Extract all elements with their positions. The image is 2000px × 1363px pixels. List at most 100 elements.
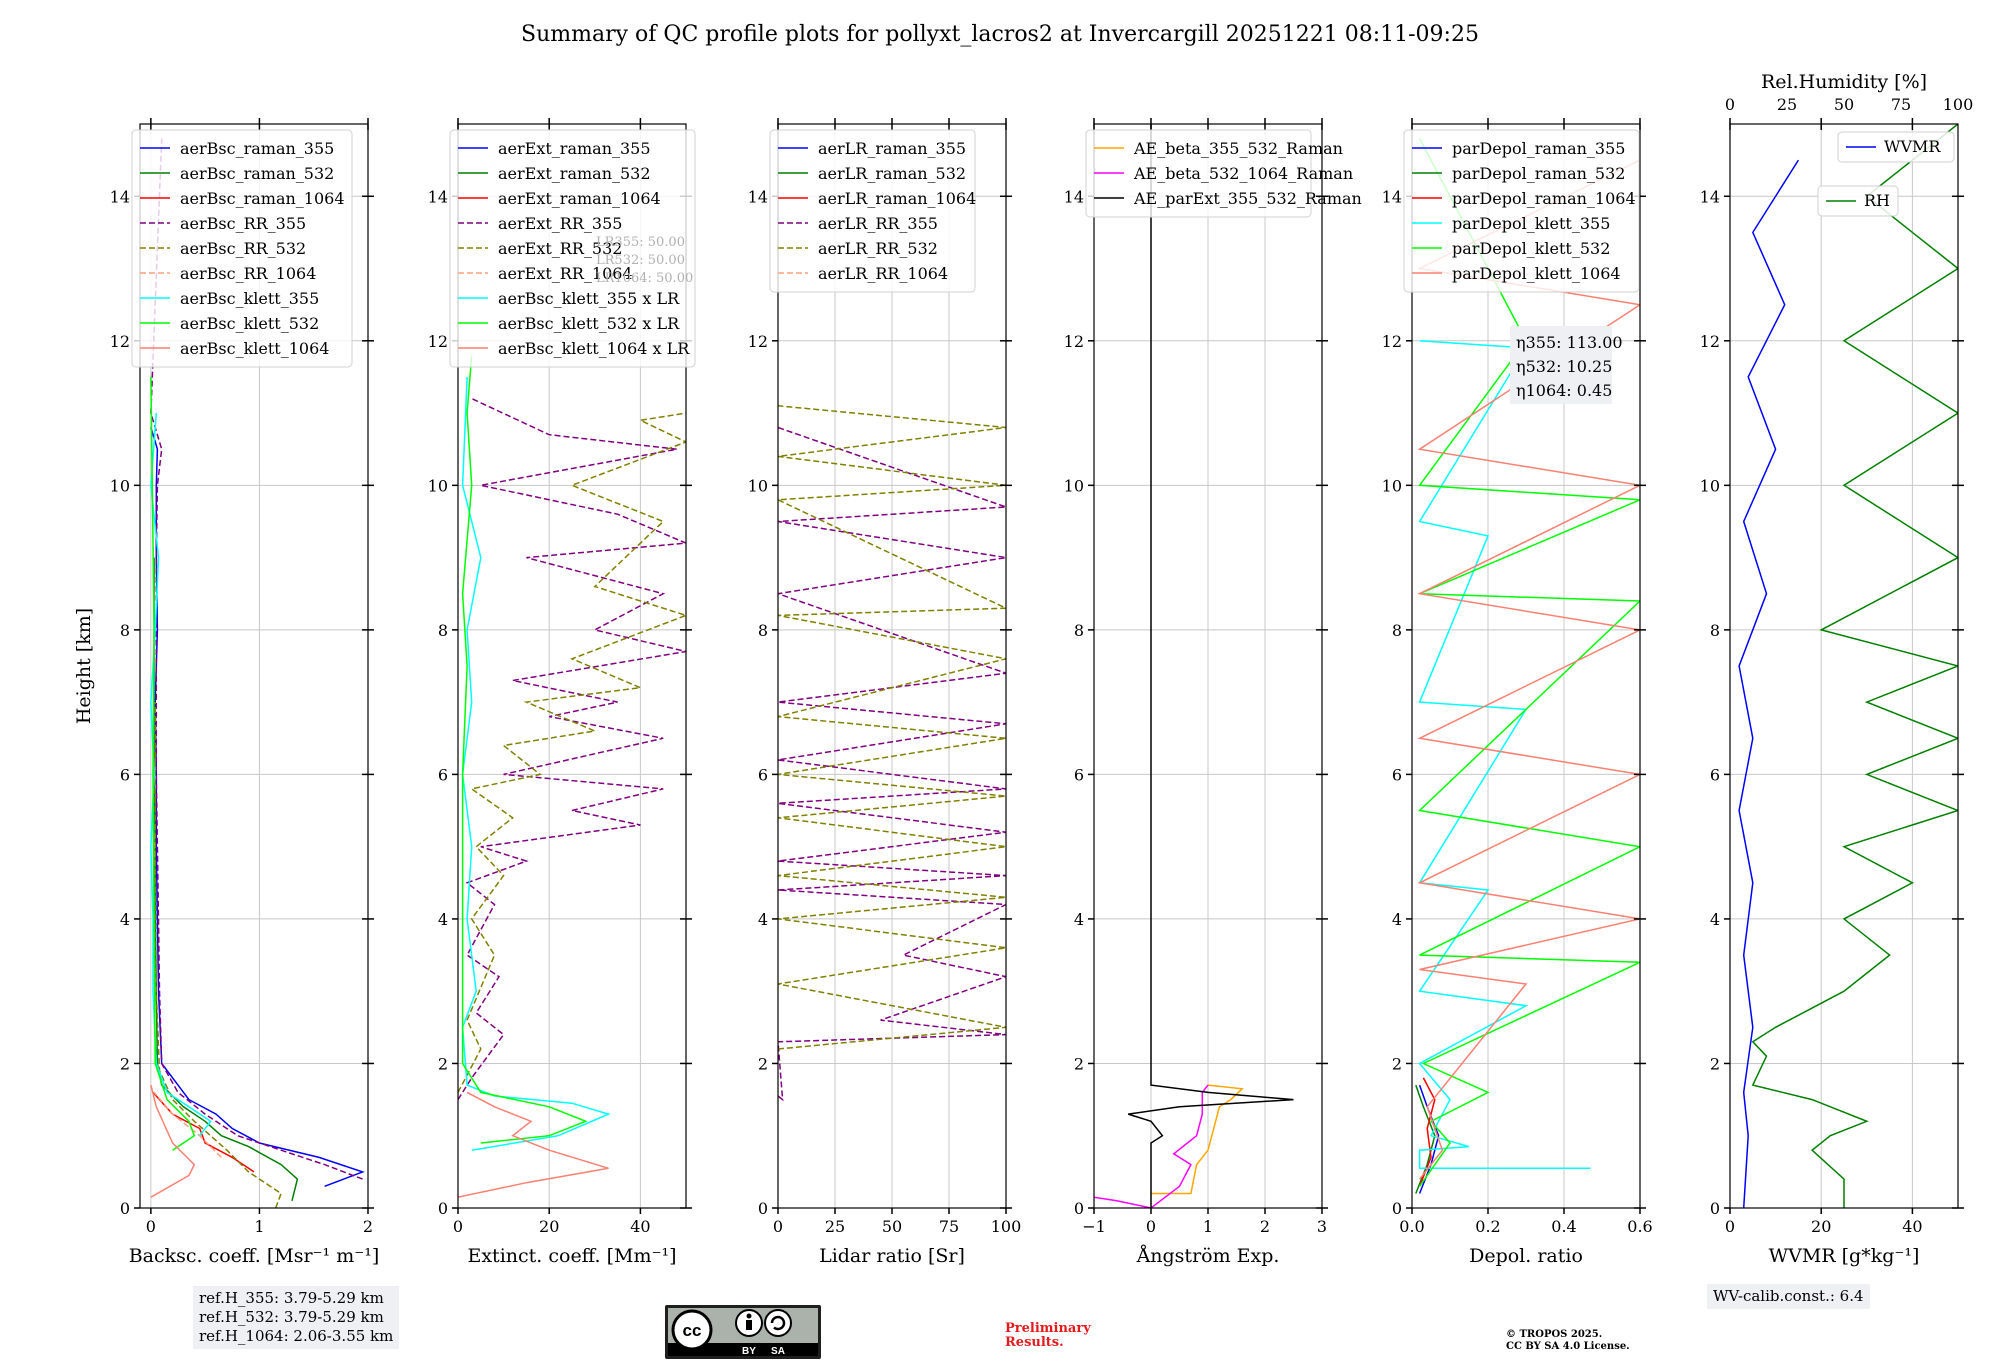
- y-tick-label: 6: [1710, 765, 1720, 784]
- legend-entry-aerBsc_klett_1064 x LR: aerBsc_klett_1064 x LR: [498, 339, 690, 358]
- y-tick-label: 6: [1392, 765, 1402, 784]
- series-group: [458, 355, 686, 1198]
- series-group: [1415, 138, 1640, 1194]
- series-line-aerExt_RR_532: [458, 412, 686, 1093]
- legend-entry-aerExt_raman_532: aerExt_raman_532: [498, 164, 651, 183]
- legend-entry-parDepol_klett_1064: parDepol_klett_1064: [1452, 264, 1621, 283]
- series-line-aerBsc_klett_355 x LR: [461, 376, 611, 1151]
- series-line-AE_beta_355_532_Raman: [1151, 1084, 1244, 1195]
- x2-tick-label: 75: [1891, 95, 1911, 114]
- y-tick-label: 4: [438, 910, 448, 929]
- x-tick-label: 0: [773, 1217, 783, 1236]
- y-tick-label: 6: [438, 765, 448, 784]
- chart-panel-depol: 0 2 4 6 8 10 12 14 0.0 0.2 0.4 0.6 Depol. ratio parDe…: [1382, 118, 1653, 1267]
- y-tick-label: 8: [1392, 621, 1402, 640]
- ref-heights-box: ref.H_355: 3.79-5.29 km ref.H_532: 3.79-…: [193, 1286, 400, 1349]
- legend-entry-aerLR_RR_532: aerLR_RR_532: [818, 239, 938, 258]
- legend-entry-aerExt_RR_532: aerExt_RR_532: [498, 239, 622, 258]
- legend-entry-aerLR_raman_1064: aerLR_raman_1064: [818, 189, 976, 208]
- legend-frame: [1837, 131, 1955, 163]
- cc-icon: [671, 1309, 713, 1351]
- legend-entry-aerBsc_RR_1064: aerBsc_RR_1064: [180, 264, 316, 283]
- legend: aerBsc_raman_355 aerBsc_raman_532 aerBsc_r…: [131, 129, 353, 368]
- legend-entry-AE_parExt_355_532_Raman: AE_parExt_355_532_Raman: [1133, 189, 1362, 208]
- series-line-aerBsc_klett_355: [150, 413, 212, 1137]
- y-tick-label: 8: [1710, 621, 1720, 640]
- legend-frame: [131, 129, 353, 368]
- x-tick-label: −1: [1082, 1217, 1106, 1236]
- x-axis-label: Extinct. coeff. [Mm⁻¹]: [467, 1245, 676, 1267]
- legend-entry-aerBsc_klett_1064: aerBsc_klett_1064: [180, 339, 329, 358]
- series-line-aerBsc_klett_1064: [150, 1084, 196, 1198]
- x-tick-label: 0.0: [1399, 1217, 1424, 1236]
- legend-entry-parDepol_raman_355: parDepol_raman_355: [1452, 139, 1625, 158]
- legend-frame: [1817, 185, 1899, 217]
- series-line-aerBsc_RR_1064: [153, 1091, 222, 1158]
- y-tick-label: 2: [1710, 1054, 1720, 1073]
- legend-entry-parDepol_klett_532: parDepol_klett_532: [1452, 239, 1610, 258]
- x2-tick-label: 25: [1777, 95, 1797, 114]
- legend-frame: [449, 129, 696, 368]
- y-tick-label: 0: [438, 1199, 448, 1218]
- y-tick-label: 8: [438, 621, 448, 640]
- legend-entry-aerBsc_raman_355: aerBsc_raman_355: [180, 139, 334, 158]
- legend-entry-aerBsc_klett_532: aerBsc_klett_532: [180, 314, 319, 333]
- x-tick-label: 0: [453, 1217, 463, 1236]
- legend: aerExt_raman_355 aerExt_raman_532 aerExt_r…: [449, 129, 696, 368]
- legend-entry-aerBsc_raman_532: aerBsc_raman_532: [180, 164, 334, 183]
- series-line-parDepol_klett_355: [1418, 340, 1591, 1170]
- series-line-aerExt_RR_355: [458, 397, 686, 1101]
- y-tick-label: 14: [428, 187, 448, 206]
- x-tick-label: 20: [539, 1217, 559, 1236]
- preliminary-line-2: Results.: [1005, 1335, 1064, 1350]
- y-tick-label: 0: [758, 1199, 768, 1218]
- series-line-aerBsc_klett_532: [150, 376, 196, 1151]
- series-line-aerBsc_RR_532: [154, 702, 283, 1208]
- y-tick-label: 12: [748, 332, 768, 351]
- lidar-ratio-label: LR532: 50.00: [596, 253, 685, 268]
- eta-label: η532: 10.25: [1516, 357, 1612, 376]
- eta-label: η355: 113.00: [1516, 333, 1623, 352]
- y-tick-label: 8: [120, 621, 130, 640]
- legend-entry-aerLR_RR_1064: aerLR_RR_1064: [818, 264, 948, 283]
- y-tick-label: 14: [748, 187, 768, 206]
- x2-tick-label: 50: [1834, 95, 1854, 114]
- legend-entry-aerBsc_RR_355: aerBsc_RR_355: [180, 214, 306, 233]
- legend: aerLR_raman_355 aerLR_raman_532 aerLR_rama…: [769, 129, 976, 293]
- sa-label: SA: [771, 1346, 785, 1357]
- ref-height-1064: ref.H_1064: 2.06-3.55 km: [199, 1327, 394, 1345]
- y-tick-label: 14: [1064, 187, 1084, 206]
- x-tick-label: 50: [882, 1217, 902, 1236]
- y-tick-label: 2: [1392, 1054, 1402, 1073]
- x-tick-label: 2: [1260, 1217, 1270, 1236]
- x-tick-label: 0: [146, 1217, 156, 1236]
- series-line-parDepol_klett_532: [1417, 138, 1640, 1187]
- legend-frame: [1403, 129, 1640, 293]
- x-axis-label: Lidar ratio [Sr]: [819, 1245, 965, 1267]
- legend-entry-aerBsc_klett_355: aerBsc_klett_355: [180, 289, 319, 308]
- y-tick-label: 8: [758, 621, 768, 640]
- x-tick-label: 75: [939, 1217, 959, 1236]
- y-tick-label: 12: [1700, 332, 1720, 351]
- copyright-line-2: CC BY SA 4.0 License.: [1506, 1341, 1630, 1352]
- x-tick-label: 3: [1317, 1217, 1327, 1236]
- series-group: [1738, 124, 1958, 1208]
- x-tick-label: 40: [630, 1217, 650, 1236]
- series-line-aerBsc_raman_532: [153, 557, 299, 1201]
- x-tick-label: 0.2: [1475, 1217, 1500, 1236]
- chart-panel-wv: 0 2 4 6 8 10 12 14 0 20 40 WVMR [g*kg⁻¹] 0 25 50 75 100 R…: [1700, 71, 1974, 1267]
- preliminary-line-1: Preliminary: [1005, 1321, 1091, 1336]
- legend-entry-WVMR: WVMR: [1884, 137, 1941, 156]
- y-tick-label: 0: [1392, 1199, 1402, 1218]
- x2-tick-label: 100: [1943, 95, 1974, 114]
- x-tick-label: 40: [1902, 1217, 1922, 1236]
- series-line-aerLR_RR_532: [778, 405, 1006, 1050]
- y-tick-label: 6: [120, 765, 130, 784]
- figure-title: Summary of QC profile plots for pollyxt_…: [521, 22, 1479, 47]
- legend-entry-aerBsc_RR_532: aerBsc_RR_532: [180, 239, 306, 258]
- x-tick-label: 20: [1811, 1217, 1831, 1236]
- wv-calib-box: WV-calib.const.: 6.4: [1707, 1284, 1870, 1309]
- legend-entry-parDepol_klett_355: parDepol_klett_355: [1452, 214, 1610, 233]
- y-tick-label: 14: [1700, 187, 1720, 206]
